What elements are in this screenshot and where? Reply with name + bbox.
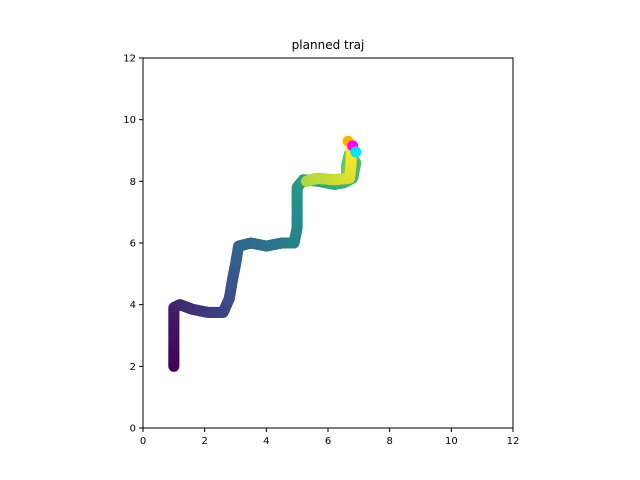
x-tick-label: 0 [140,436,146,447]
markers-layer [342,135,362,158]
y-tick-label: 6 [130,239,136,250]
x-tick-label: 12 [507,436,520,447]
y-tick-label: 0 [130,424,136,435]
x-tick-label: 8 [386,436,392,447]
trajectory-layer [168,143,362,372]
y-tick-label: 8 [130,177,136,188]
marker-point [350,146,362,158]
y-tick-label: 12 [123,54,136,65]
x-tick-label: 2 [201,436,207,447]
y-tick-label: 10 [123,115,136,126]
x-tick-label: 6 [325,436,331,447]
y-axis: 0 2 4 6 8 10 12 [123,54,143,435]
y-tick-label: 2 [130,362,136,373]
x-tick-label: 4 [263,436,269,447]
x-axis: 0 2 4 6 8 10 12 [140,428,520,447]
x-tick-label: 10 [445,436,458,447]
chart-title: planned traj [292,38,365,52]
y-tick-label: 4 [130,300,136,311]
